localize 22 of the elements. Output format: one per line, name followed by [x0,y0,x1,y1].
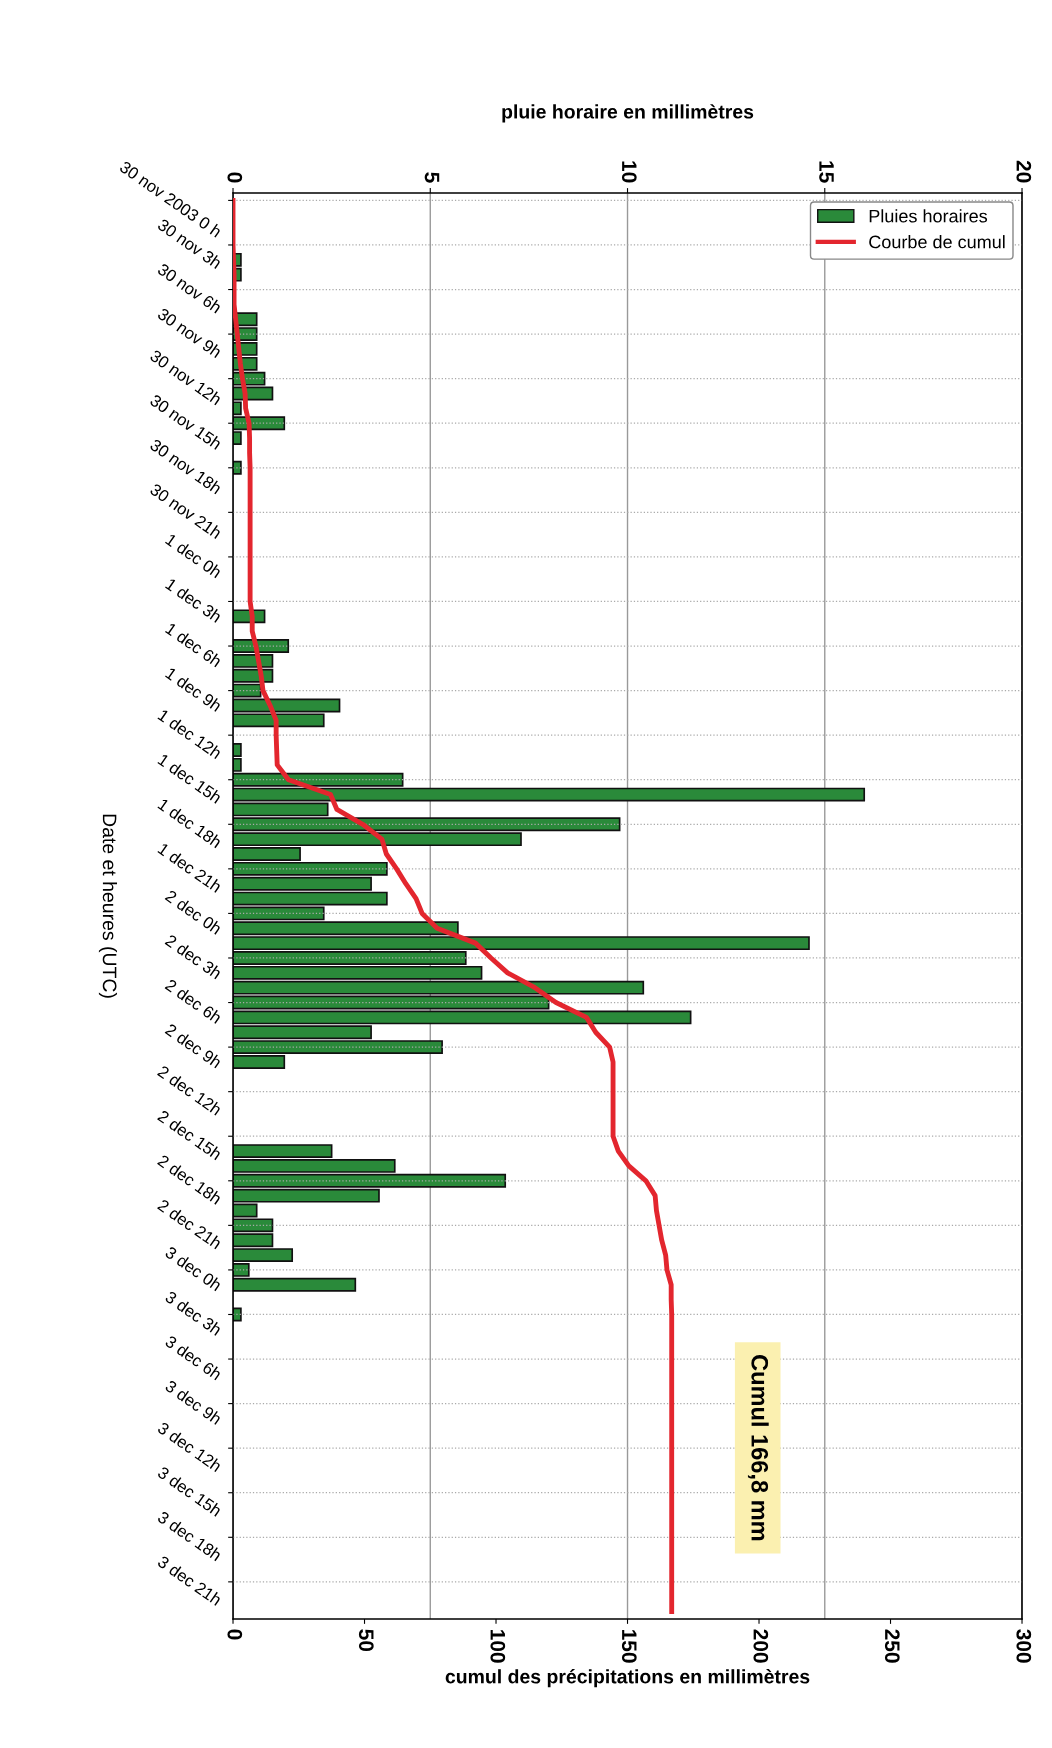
x2-tick-label: 15 [819,161,834,183]
x-axis-title: cumul des précipitations en millimètres [445,1669,810,1688]
legend-label: Pluies horaires [869,209,988,223]
x-tick-label: 200 [753,1629,769,1663]
x-tick-label: 0 [227,1629,243,1640]
x-tick-label: 250 [884,1629,900,1663]
x-tick-label: 100 [490,1630,506,1663]
legend-label: Courbe de cumul [869,235,1005,249]
x2-tick-label: 0 [227,172,243,183]
x2-tick-label: 10 [621,161,637,183]
x2-axis-title: pluie horaire en millimètres [502,104,754,123]
y-tick-label: 3 dec 3h [164,1290,223,1336]
y-tick-label: 2 dec 6h [164,978,223,1024]
annotation: Cumul 166,8 mm [747,1355,769,1541]
x2-tick-label: 5 [424,172,440,183]
y-tick-label: 1 dec 3h [164,577,223,623]
x-tick-label: 300 [1016,1629,1032,1663]
x-tick-label: 150 [621,1630,637,1663]
y-tick-label: 1 dec 6h [164,622,223,668]
y-axis-title: Date et heures (UTC) [98,814,118,998]
x2-tick-label: 20 [1016,160,1032,183]
x-tick-label: 50 [358,1629,374,1652]
